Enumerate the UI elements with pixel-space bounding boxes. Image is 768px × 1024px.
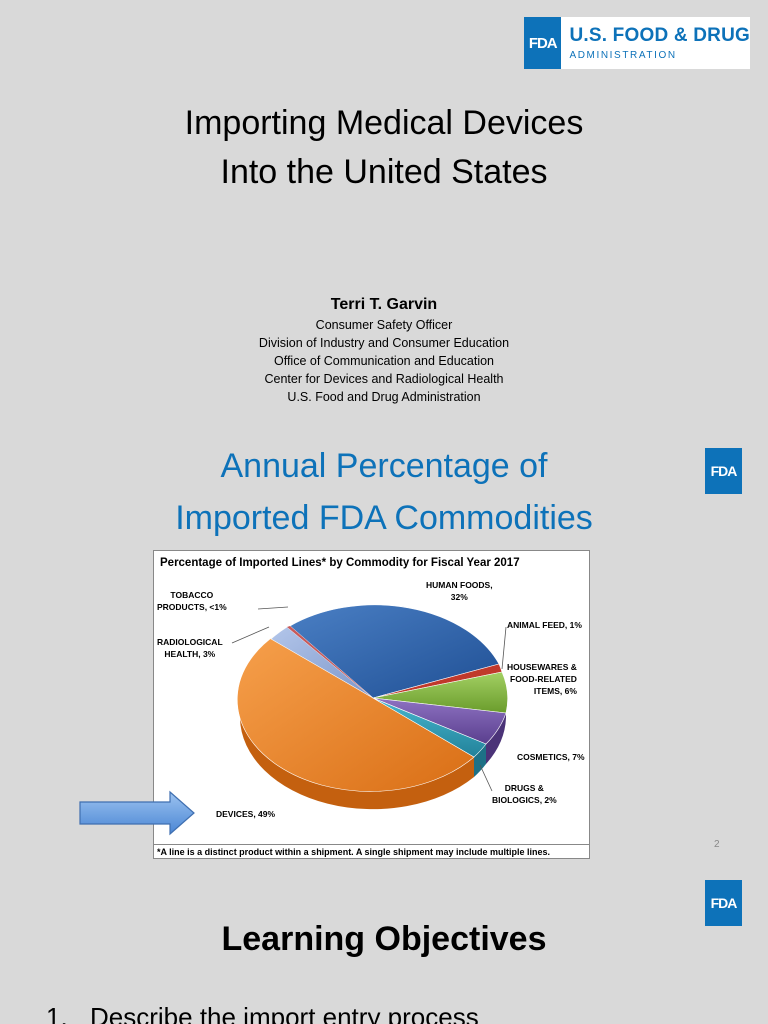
pie-slice-devices — [236, 629, 475, 792]
fda-logo: FDA U.S. FOOD & DRUG ADMINISTRATION — [524, 17, 750, 69]
presenter-role: Consumer Safety Officer — [315, 318, 453, 332]
leader-drugs — [479, 764, 493, 792]
label-devices: DEVICES, 49% — [216, 809, 276, 819]
presenter-name: Terri T. Garvin — [330, 296, 438, 313]
chart-title: Percentage of Imported Lines* by Commodi… — [160, 557, 520, 569]
fda-logo-line1: U.S. FOOD & DRUG — [569, 24, 750, 46]
pie-slice-radiological — [270, 626, 374, 699]
pie-slice-tobacco — [287, 626, 373, 698]
slide1-title-line2: Into the United States — [220, 153, 548, 191]
page-number: 2 — [714, 839, 720, 850]
label-cosmetics: COSMETICS, 7% — [517, 752, 585, 762]
slide1-title-line1: Importing Medical Devices — [184, 104, 584, 142]
presenter-role: U.S. Food and Drug Administration — [287, 390, 481, 404]
pie-depth-orange — [240, 698, 474, 810]
label-drugs: DRUGS & BIOLOGICS, 2% — [492, 783, 557, 805]
fda-logo-line2: ADMINISTRATION — [569, 49, 677, 61]
slide2-title-line2: Imported FDA Commodities — [175, 499, 593, 537]
slide3-title: Learning Objectives — [221, 920, 547, 958]
fda-badge-icon: FDA — [524, 17, 562, 69]
label-animal-feed: ANIMAL FEED, 1% — [507, 620, 582, 630]
pie-slice-drugs — [372, 697, 487, 758]
objective-number: 1. — [46, 1002, 68, 1024]
label-radiological: RADIOLOGICAL HEALTH, 3% — [157, 637, 223, 659]
slide2-title-line1: Annual Percentage of — [220, 447, 548, 485]
objective-item: 1. Describe the import entry process — [46, 1000, 479, 1024]
leader-tobacco — [257, 606, 289, 610]
pie-depth-cyan — [474, 744, 486, 777]
label-human-foods: HUMAN FOODS, 32% — [426, 580, 493, 602]
pie-chart-svg — [231, 604, 508, 810]
fda-badge-icon: FDA — [705, 880, 742, 926]
label-tobacco: TOBACCO PRODUCTS, <1% — [157, 590, 227, 612]
pie-slice-human-foods — [289, 604, 500, 699]
leader-animal-feed — [501, 626, 507, 670]
presenter-role: Division of Industry and Consumer Educat… — [258, 336, 510, 350]
arrow-right-icon — [79, 790, 195, 836]
presenter-role: Center for Devices and Radiological Heal… — [264, 372, 504, 386]
presenter-role: Office of Communication and Education — [273, 354, 495, 368]
leader-radiological — [231, 626, 270, 644]
pie-chart: Percentage of Imported Lines* by Commodi… — [153, 550, 590, 859]
objective-text: Describe the import entry process — [90, 1002, 479, 1024]
label-housewares: HOUSEWARES & FOOD-RELATED ITEMS, 6% — [507, 662, 577, 696]
chart-footnote: *A line is a distinct product within a s… — [154, 844, 589, 859]
fda-logo-text: U.S. FOOD & DRUG ADMINISTRATION — [561, 26, 750, 61]
presenter-block: Terri T. Garvin Consumer Safety Officer … — [0, 294, 768, 406]
fda-badge-icon: FDA — [705, 448, 742, 494]
